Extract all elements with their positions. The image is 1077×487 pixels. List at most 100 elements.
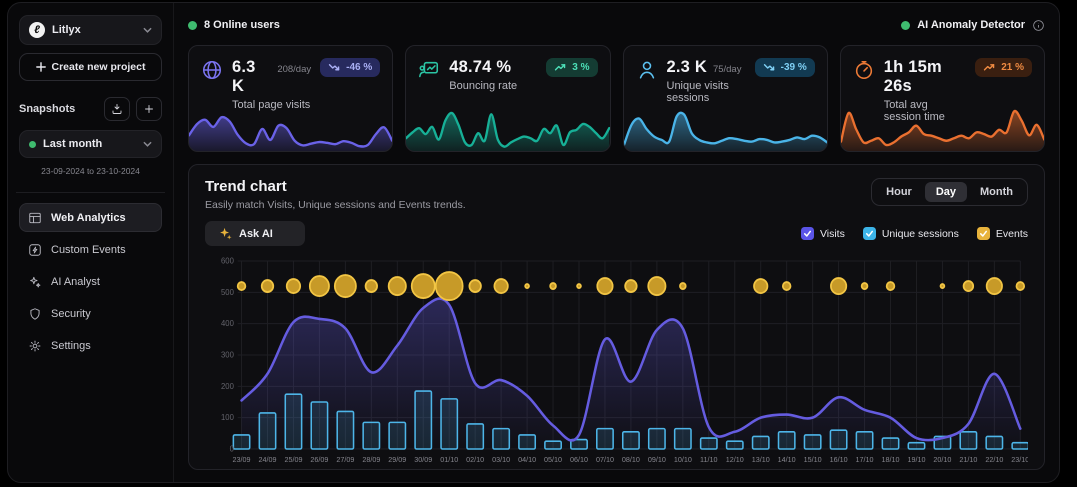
sidebar-item-web-analytics[interactable]: Web Analytics — [19, 203, 162, 232]
person-icon — [636, 59, 658, 81]
anomaly-detector-label: AI Anomaly Detector — [917, 19, 1025, 31]
trend-chart-panel: Trend chart Easily match Visits, Unique … — [188, 164, 1045, 470]
events-bubble — [238, 282, 246, 290]
plus-icon — [143, 103, 155, 115]
unique-sessions-bar — [623, 432, 639, 449]
svg-text:26/09: 26/09 — [310, 455, 328, 464]
unique-sessions-bar — [649, 429, 665, 449]
ai-analyst-icon — [28, 275, 42, 289]
svg-text:14/10: 14/10 — [778, 455, 796, 464]
range-option-month[interactable]: Month — [969, 182, 1024, 202]
trend-badge: -39 % — [755, 58, 815, 77]
sidebar-item-label: Custom Events — [51, 244, 126, 256]
unique-sessions-bar — [389, 422, 405, 449]
trend-badge: -46 % — [320, 58, 380, 77]
y-axis-labels: 0100200300400500600 — [221, 256, 234, 453]
bounce-rate-icon — [418, 59, 440, 81]
svg-text:0: 0 — [230, 444, 235, 453]
events-bubble — [597, 278, 612, 294]
unique-sessions-bar — [960, 432, 976, 449]
create-project-button[interactable]: Create new project — [19, 53, 162, 81]
svg-text:18/10: 18/10 — [882, 455, 900, 464]
anomaly-status-dot — [901, 21, 910, 30]
svg-text:13/10: 13/10 — [752, 455, 770, 464]
unique-sessions-bar — [545, 441, 561, 449]
unique-sessions-bar — [856, 432, 872, 449]
stat-label: Bouncing rate — [449, 80, 537, 92]
trend-up-icon — [983, 63, 996, 72]
events-bubble — [862, 283, 868, 289]
unique-sessions-bar — [415, 391, 431, 449]
gear-icon — [28, 339, 42, 353]
sidebar-item-custom-events[interactable]: Custom Events — [19, 235, 162, 264]
unique-sessions-bar — [830, 430, 846, 449]
create-project-label: Create new project — [52, 61, 146, 73]
snapshot-status-dot — [29, 141, 36, 148]
x-axis-labels: 23/0924/0925/0926/0927/0928/0929/0930/09… — [233, 455, 1028, 464]
events-bubble — [987, 278, 1002, 294]
add-snapshot-button[interactable] — [136, 97, 162, 121]
chevron-down-icon — [143, 141, 152, 147]
unique-sessions-bar — [519, 435, 535, 449]
unique-sessions-bar — [259, 413, 275, 449]
svg-text:300: 300 — [221, 350, 234, 359]
svg-text:500: 500 — [221, 288, 234, 297]
svg-text:600: 600 — [221, 256, 234, 265]
legend-item-visits[interactable]: Visits — [801, 227, 845, 240]
events-bubble — [648, 277, 665, 295]
sidebar-item-label: Settings — [51, 340, 91, 352]
chevron-down-icon — [143, 27, 152, 33]
svg-text:23/10: 23/10 — [1011, 455, 1028, 464]
project-selector[interactable]: ℓ Litlyx — [19, 15, 162, 45]
range-option-hour[interactable]: Hour — [875, 182, 923, 202]
events-bubble — [964, 281, 974, 291]
legend-item-unique-sessions[interactable]: Unique sessions — [863, 227, 959, 240]
unique-sessions-bar — [311, 402, 327, 449]
svg-text:16/10: 16/10 — [830, 455, 848, 464]
snapshot-selected-value: Last month — [43, 138, 136, 150]
svg-text:09/10: 09/10 — [648, 455, 666, 464]
svg-text:100: 100 — [221, 413, 234, 422]
trend-chart-plot: 0100200300400500600 23/0924/0925/0926/09… — [205, 254, 1028, 463]
events-bubble — [310, 276, 329, 296]
svg-text:20/10: 20/10 — [933, 455, 951, 464]
sidebar-item-ai-analyst[interactable]: AI Analyst — [19, 267, 162, 296]
stat-value: 6.3 K — [232, 58, 271, 96]
online-users-count: 8 Online users — [204, 19, 280, 31]
save-snapshot-button[interactable] — [104, 97, 130, 121]
stat-value: 1h 15m 26s — [884, 58, 960, 96]
snapshot-selector[interactable]: Last month — [19, 130, 162, 158]
globe-icon — [201, 59, 223, 81]
sparkles-icon — [219, 227, 232, 240]
svg-text:17/10: 17/10 — [856, 455, 874, 464]
sidebar-item-label: Security — [51, 308, 91, 320]
sidebar-item-security[interactable]: Security — [19, 299, 162, 328]
unique-sessions-bar — [597, 429, 613, 449]
ask-ai-button[interactable]: Ask AI — [205, 221, 305, 246]
events-bubble — [831, 278, 846, 294]
trend-down-icon — [763, 63, 776, 72]
svg-text:28/09: 28/09 — [362, 455, 380, 464]
events-bubble — [1016, 282, 1024, 290]
snapshot-date-range: 23-09-2024 to 23-10-2024 — [19, 166, 162, 176]
range-option-day[interactable]: Day — [925, 182, 967, 202]
svg-text:29/09: 29/09 — [388, 455, 406, 464]
events-bubble — [680, 283, 686, 289]
checkbox-events[interactable] — [977, 227, 990, 240]
custom-events-icon — [28, 243, 42, 257]
trend-chart-subtitle: Easily match Visits, Unique sessions and… — [205, 199, 466, 211]
events-bubble — [941, 284, 945, 288]
online-status-dot — [188, 21, 197, 30]
checkbox-unique-sessions[interactable] — [863, 227, 876, 240]
trend-badge: 3 % — [546, 58, 597, 77]
sidebar-item-settings[interactable]: Settings — [19, 331, 162, 360]
legend-item-events[interactable]: Events — [977, 227, 1028, 240]
stat-value: 2.3 K — [667, 58, 707, 77]
unique-sessions-bar — [1012, 443, 1028, 449]
unique-sessions-bar — [493, 429, 509, 449]
events-bubble — [550, 283, 556, 289]
info-icon[interactable] — [1032, 19, 1045, 32]
checkbox-visits[interactable] — [801, 227, 814, 240]
svg-text:04/10: 04/10 — [518, 455, 536, 464]
range-segmented-control: Hour Day Month — [871, 178, 1028, 206]
